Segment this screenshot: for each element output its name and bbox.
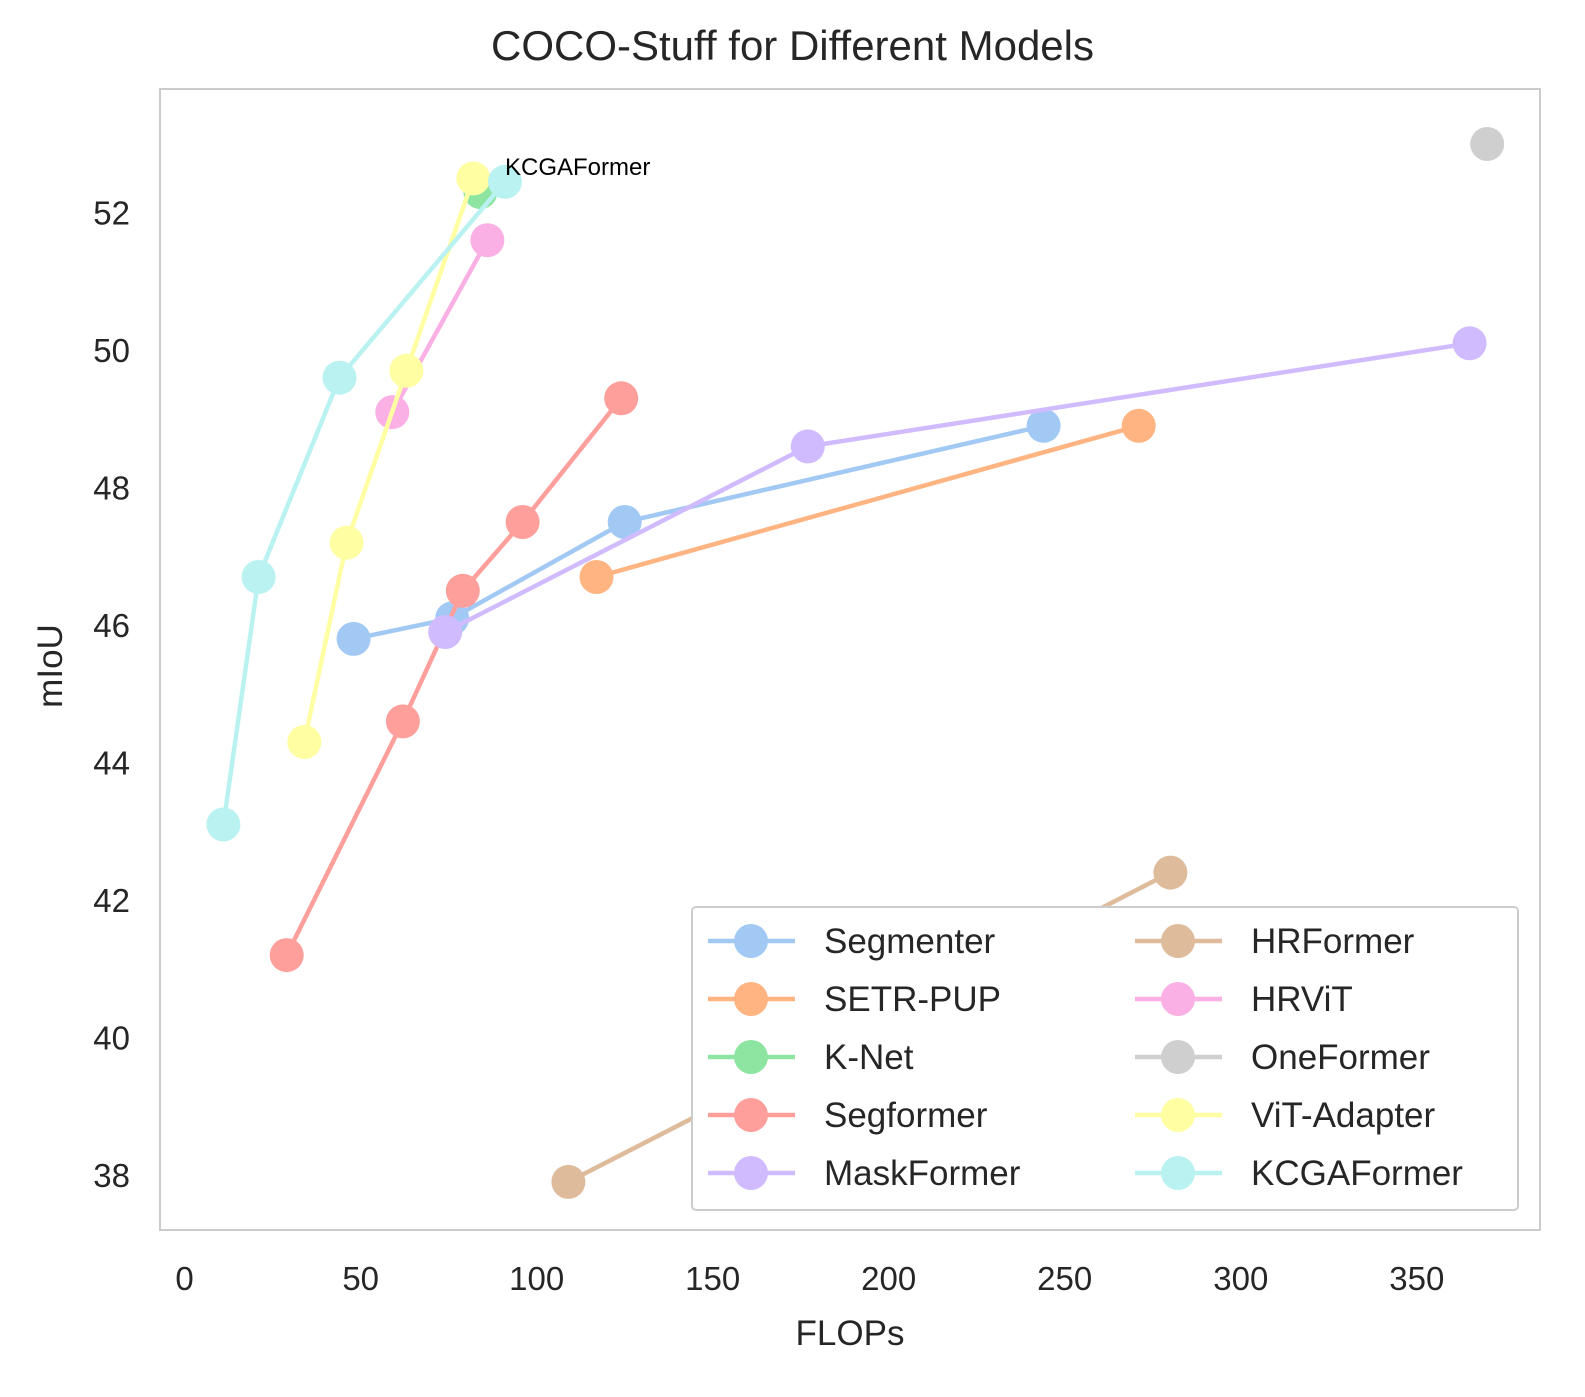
x-tick-label: 200 [861, 1260, 916, 1297]
series-kcgaformer [206, 164, 522, 842]
legend-label: SETR-PUP [824, 980, 1001, 1019]
data-point-kcgaformer [488, 164, 522, 199]
legend-item-kcgaformer: KCGAFormer [1135, 1154, 1463, 1193]
data-point-hrformer [1153, 855, 1188, 890]
legend-label: MaskFormer [824, 1154, 1021, 1193]
legend-label: KCGAFormer [1251, 1154, 1463, 1193]
x-tick-label: 300 [1213, 1260, 1268, 1297]
data-point-hrvit [470, 223, 505, 258]
data-point-vit-adapter [389, 353, 424, 388]
legend-label: K-Net [824, 1038, 914, 1077]
legend-marker [734, 1156, 768, 1190]
x-tick-labels: 0 50 100 150 200 250 300 350 [175, 1260, 1444, 1297]
legend-label: Segformer [824, 1096, 988, 1135]
data-point-segformer [505, 505, 540, 539]
series-layer [206, 127, 1505, 1199]
x-tick-label: 0 [175, 1260, 193, 1297]
series-vit-adapter [287, 161, 491, 759]
legend-item-segformer: Segformer [708, 1096, 988, 1135]
data-point-kcgaformer [206, 807, 241, 842]
series-setr-pup [579, 408, 1156, 594]
data-point-segformer [604, 381, 639, 416]
data-point-setr-pup [1121, 408, 1156, 443]
data-point-vit-adapter [456, 161, 491, 196]
x-axis-label: FLOPs [796, 1314, 905, 1353]
data-point-segmenter [607, 505, 642, 539]
data-point-vit-adapter [287, 725, 322, 759]
annotation-layer: KCGAFormer [505, 154, 650, 181]
series-line-kcgaformer [221, 179, 508, 827]
y-tick-label: 40 [93, 1020, 130, 1057]
y-tick-label: 52 [93, 195, 130, 232]
legend-label: Segmenter [824, 922, 996, 961]
data-point-vit-adapter [329, 525, 364, 560]
y-tick-label: 46 [93, 607, 130, 644]
legend-item-segmenter: Segmenter [708, 922, 996, 961]
legend-label: ViT-Adapter [1251, 1096, 1436, 1135]
data-point-segformer [385, 704, 420, 739]
data-point-maskformer [428, 615, 463, 649]
series-line-setr-pup [594, 423, 1141, 580]
legend-marker [734, 924, 768, 958]
data-point-segmenter [1026, 408, 1061, 443]
legend-marker [1161, 1098, 1195, 1132]
data-point-kcgaformer [322, 360, 357, 395]
legend-label: HRViT [1251, 980, 1353, 1019]
legend-marker [1161, 1156, 1195, 1190]
y-tick-labels: 38 40 42 44 46 48 50 52 [93, 195, 130, 1194]
legend-marker [734, 1040, 768, 1074]
y-tick-label: 38 [93, 1157, 130, 1194]
series-line-segmenter [351, 423, 1046, 642]
x-tick-label: 50 [342, 1260, 379, 1297]
legend-item-hrvit: HRViT [1135, 980, 1353, 1019]
annotation-label: KCGAFormer [505, 154, 650, 181]
x-tick-label: 250 [1037, 1260, 1092, 1297]
legend-label: OneFormer [1251, 1038, 1430, 1077]
x-tick-label: 350 [1389, 1260, 1444, 1297]
legend-marker [734, 982, 768, 1016]
legend-item-vit-adapter: ViT-Adapter [1135, 1096, 1436, 1135]
legend-marker [734, 1098, 768, 1132]
y-axis-label: mIoU [31, 624, 70, 708]
series-maskformer [428, 326, 1487, 649]
legend-item-setr-pup: SETR-PUP [708, 980, 1001, 1019]
legend-label: HRFormer [1251, 922, 1415, 961]
y-tick-label: 44 [93, 745, 130, 782]
y-tick-label: 42 [93, 882, 130, 919]
series-line-vit-adapter [302, 176, 476, 745]
legend-marker [1161, 1040, 1195, 1074]
data-point-segformer [445, 573, 480, 608]
data-point-kcgaformer [241, 560, 276, 594]
legend-item-k-net: K-Net [708, 1038, 914, 1077]
legend-item-maskformer: MaskFormer [708, 1154, 1021, 1193]
y-tick-label: 48 [93, 470, 130, 507]
chart-title: COCO-Stuff for Different Models [491, 22, 1094, 69]
data-point-setr-pup [579, 560, 614, 594]
data-point-maskformer [790, 429, 825, 464]
data-point-segmenter [336, 621, 371, 656]
series-segformer [269, 381, 639, 973]
data-point-oneformer [1470, 127, 1505, 161]
data-point-segformer [269, 938, 304, 973]
y-tick-label: 50 [93, 332, 130, 369]
series-oneformer [1470, 127, 1505, 161]
data-point-maskformer [1452, 326, 1487, 361]
legend-item-oneformer: OneFormer [1135, 1038, 1430, 1077]
legend: Segmenter SETR-PUP K-Net Segformer MaskForme… [691, 906, 1519, 1211]
legend-item-hrformer: HRFormer [1135, 922, 1415, 961]
x-tick-label: 100 [509, 1260, 564, 1297]
legend-marker [1161, 924, 1195, 958]
x-tick-label: 150 [685, 1260, 740, 1297]
legend-box [691, 906, 1519, 1211]
data-point-hrformer [551, 1164, 586, 1199]
legend-marker [1161, 982, 1195, 1016]
